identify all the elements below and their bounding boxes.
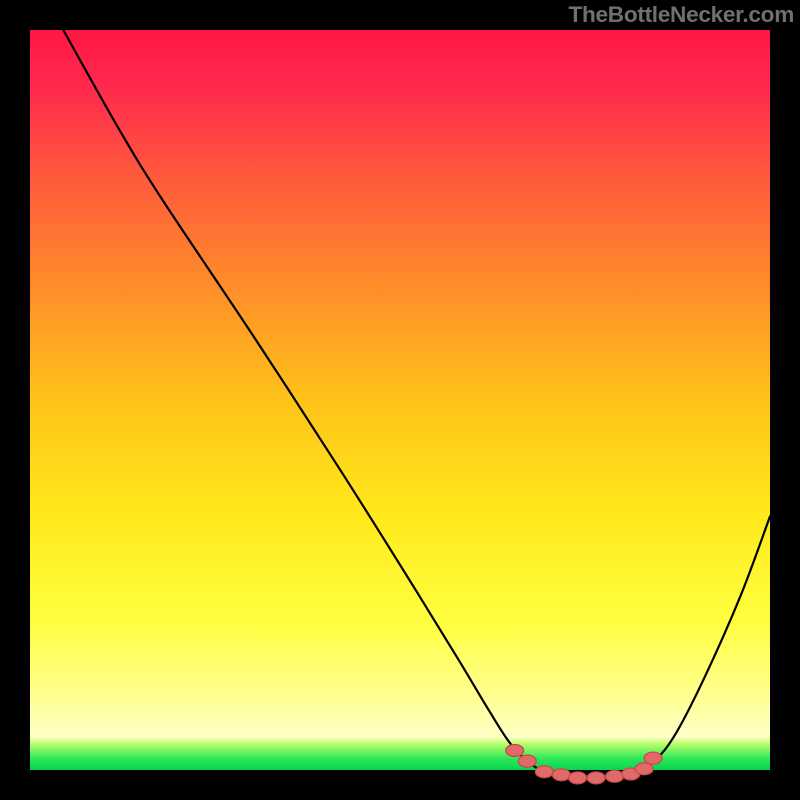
bottleneck-marker <box>587 772 605 784</box>
bottleneck-marker <box>635 763 653 775</box>
bottleneck-marker <box>518 755 536 767</box>
bottleneck-marker <box>606 770 624 782</box>
bottleneck-marker <box>535 766 553 778</box>
chart-frame: TheBottleNecker.com <box>0 0 800 800</box>
plot-area <box>30 30 770 790</box>
bottleneck-marker <box>644 752 662 764</box>
watermark-text: TheBottleNecker.com <box>569 0 795 30</box>
bottleneck-marker <box>569 772 587 784</box>
bottleneck-marker <box>552 769 570 781</box>
bottleneck-curve <box>30 30 770 790</box>
bottleneck-marker <box>506 744 524 756</box>
